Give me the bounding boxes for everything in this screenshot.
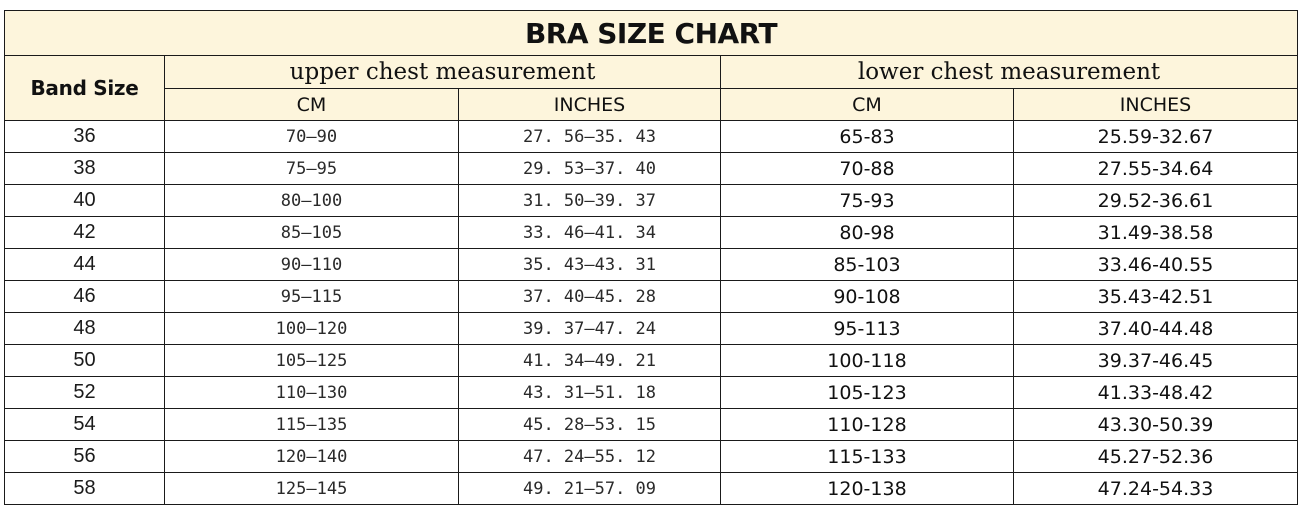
upper-inches-cell: 43. 31–51. 18: [458, 376, 721, 409]
band-size-cell: 50: [4, 344, 165, 377]
upper-cm-cell: 95–115: [164, 280, 459, 313]
lower-inches-cell: 29.52-36.61: [1012, 184, 1299, 217]
upper-inches-cell: 41. 34–49. 21: [458, 344, 721, 377]
upper-cm-cell: 80–100: [164, 184, 459, 217]
lower-cm-cell: 75-93: [720, 184, 1014, 217]
table-row: 40 80–100 31. 50–39. 37 75-93 29.52-36.6…: [4, 184, 1299, 217]
table-row: 54 115–135 45. 28–53. 15 110-128 43.30-5…: [4, 408, 1299, 441]
upper-inches-cell: 47. 24–55. 12: [458, 440, 721, 473]
upper-inches-cell: 29. 53–37. 40: [458, 152, 721, 185]
lower-cm-cell: 100-118: [720, 344, 1014, 377]
lower-inches-cell: 37.40-44.48: [1012, 312, 1299, 345]
upper-cm-header: CM: [164, 88, 459, 121]
table-row: 58 125–145 49. 21–57. 09 120-138 47.24-5…: [4, 472, 1299, 505]
band-size-cell: 44: [4, 248, 165, 281]
lower-inches-cell: 39.37-46.45: [1012, 344, 1299, 377]
band-size-cell: 56: [4, 440, 165, 473]
size-rows: 36 70–90 27. 56–35. 43 65-83 25.59-32.67…: [4, 120, 1299, 505]
band-size-cell: 54: [4, 408, 165, 441]
table-row: 38 75–95 29. 53–37. 40 70-88 27.55-34.64: [4, 152, 1299, 185]
band-size-cell: 42: [4, 216, 165, 249]
band-size-cell: 40: [4, 184, 165, 217]
group-header-row: Band Size upper chest measurement lower …: [4, 55, 1299, 121]
lower-inches-cell: 41.33-48.42: [1012, 376, 1299, 409]
upper-inches-cell: 31. 50–39. 37: [458, 184, 721, 217]
title-row: BRA SIZE CHART: [3, 10, 1299, 56]
upper-inches-cell: 27. 56–35. 43: [458, 120, 721, 153]
bra-size-table: BRA SIZE CHART Band Size upper chest mea…: [3, 10, 1299, 505]
upper-cm-cell: 85–105: [164, 216, 459, 249]
lower-inches-cell: 35.43-42.51: [1012, 280, 1299, 313]
lower-cm-header: CM: [720, 88, 1014, 121]
lower-inches-cell: 43.30-50.39: [1012, 408, 1299, 441]
upper-cm-cell: 120–140: [164, 440, 459, 473]
lower-cm-cell: 90-108: [720, 280, 1014, 313]
upper-inches-cell: 33. 46–41. 34: [458, 216, 721, 249]
upper-inches-cell: 37. 40–45. 28: [458, 280, 721, 313]
upper-cm-cell: 90–110: [164, 248, 459, 281]
band-size-cell: 48: [4, 312, 165, 345]
lower-inches-header: INCHES: [1012, 88, 1299, 121]
lower-inches-cell: 33.46-40.55: [1012, 248, 1299, 281]
lower-inches-cell: 45.27-52.36: [1012, 440, 1299, 473]
band-size-cell: 58: [4, 472, 165, 505]
lower-cm-cell: 70-88: [720, 152, 1014, 185]
table-row: 50 105–125 41. 34–49. 21 100-118 39.37-4…: [4, 344, 1299, 377]
band-size-cell: 52: [4, 376, 165, 409]
table-row: 46 95–115 37. 40–45. 28 90-108 35.43-42.…: [4, 280, 1299, 313]
lower-cm-cell: 80-98: [720, 216, 1014, 249]
table-row: 52 110–130 43. 31–51. 18 105-123 41.33-4…: [4, 376, 1299, 409]
upper-inches-cell: 45. 28–53. 15: [458, 408, 721, 441]
upper-cm-cell: 75–95: [164, 152, 459, 185]
band-size-cell: 36: [4, 120, 165, 153]
upper-cm-cell: 100–120: [164, 312, 459, 345]
lower-cm-cell: 95-113: [720, 312, 1014, 345]
lower-inches-cell: 27.55-34.64: [1012, 152, 1299, 185]
table-row: 42 85–105 33. 46–41. 34 80-98 31.49-38.5…: [4, 216, 1299, 249]
upper-inches-cell: 39. 37–47. 24: [458, 312, 721, 345]
lower-inches-cell: 31.49-38.58: [1012, 216, 1299, 249]
band-size-cell: 38: [4, 152, 165, 185]
band-size-header: Band Size: [4, 55, 165, 121]
table-row: 56 120–140 47. 24–55. 12 115-133 45.27-5…: [4, 440, 1299, 473]
table-row: 36 70–90 27. 56–35. 43 65-83 25.59-32.67: [4, 120, 1299, 153]
lower-inches-cell: 47.24-54.33: [1012, 472, 1299, 505]
lower-cm-cell: 110-128: [720, 408, 1014, 441]
lower-cm-cell: 120-138: [720, 472, 1014, 505]
upper-inches-cell: 49. 21–57. 09: [458, 472, 721, 505]
lower-chest-header: lower chest measurement: [719, 55, 1299, 89]
upper-cm-cell: 105–125: [164, 344, 459, 377]
lower-inches-cell: 25.59-32.67: [1012, 120, 1299, 153]
upper-cm-cell: 115–135: [164, 408, 459, 441]
lower-cm-cell: 65-83: [720, 120, 1014, 153]
table-row: 48 100–120 39. 37–47. 24 95-113 37.40-44…: [4, 312, 1299, 345]
lower-cm-cell: 105-123: [720, 376, 1014, 409]
upper-cm-cell: 110–130: [164, 376, 459, 409]
upper-inches-header: INCHES: [458, 88, 721, 121]
lower-cm-cell: 85-103: [720, 248, 1014, 281]
upper-chest-header: upper chest measurement: [164, 55, 721, 89]
unit-header-row: CM INCHES CM INCHES: [5, 88, 1299, 121]
upper-inches-cell: 35. 43–43. 31: [458, 248, 721, 281]
upper-cm-cell: 125–145: [164, 472, 459, 505]
table-row: 44 90–110 35. 43–43. 31 85-103 33.46-40.…: [4, 248, 1299, 281]
lower-cm-cell: 115-133: [720, 440, 1014, 473]
upper-cm-cell: 70–90: [164, 120, 459, 153]
band-size-cell: 46: [4, 280, 165, 313]
chart-title: BRA SIZE CHART: [3, 10, 1299, 56]
